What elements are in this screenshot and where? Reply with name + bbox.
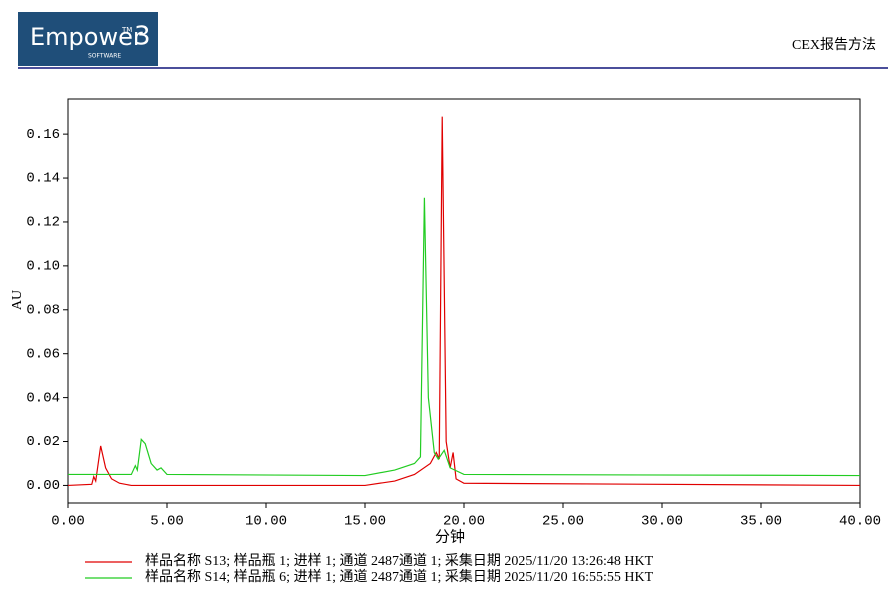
report-name: CEX报告方法	[792, 37, 876, 53]
y-tick-label: 0.06	[26, 346, 60, 362]
series-line	[68, 197, 861, 477]
logo-sub: SOFTWARE	[88, 53, 121, 60]
y-tick-label: 0.04	[26, 390, 60, 406]
logo-version: 3	[134, 22, 151, 52]
x-tick-label: 10.00	[245, 514, 287, 530]
y-tick-label: 0.10	[26, 259, 60, 275]
x-tick-label: 35.00	[740, 514, 782, 530]
x-tick-label: 30.00	[641, 514, 683, 530]
x-tick-label: 15.00	[344, 514, 386, 530]
logo-box	[18, 12, 158, 66]
legend-label: 样品名称 S14; 样品瓶 6; 进样 1; 通道 2487通道 1; 采集日期…	[145, 568, 654, 585]
legend-label: 样品名称 S13; 样品瓶 1; 进样 1; 通道 2487通道 1; 采集日期…	[145, 552, 654, 569]
x-axis-label: 分钟	[435, 528, 465, 545]
plot-frame	[67, 98, 861, 504]
y-tick-label: 0.02	[26, 434, 60, 450]
logo: Empower	[30, 23, 143, 51]
series-line	[67, 116, 861, 487]
x-tick-label: 40.00	[839, 514, 881, 530]
logo-tm: TM	[121, 26, 132, 34]
y-tick-label: 0.08	[26, 302, 60, 318]
y-tick-label: 0.14	[26, 171, 60, 187]
x-tick-label: 20.00	[443, 514, 485, 530]
y-tick-label: 0.16	[26, 127, 60, 143]
y-axis-label: AU	[10, 290, 25, 310]
y-tick-label: 0.12	[26, 215, 60, 231]
y-tick-label: 0.00	[26, 478, 60, 494]
x-tick-label: 5.00	[150, 514, 184, 530]
x-tick-label: 0.00	[51, 514, 85, 530]
x-tick-label: 25.00	[542, 514, 584, 530]
